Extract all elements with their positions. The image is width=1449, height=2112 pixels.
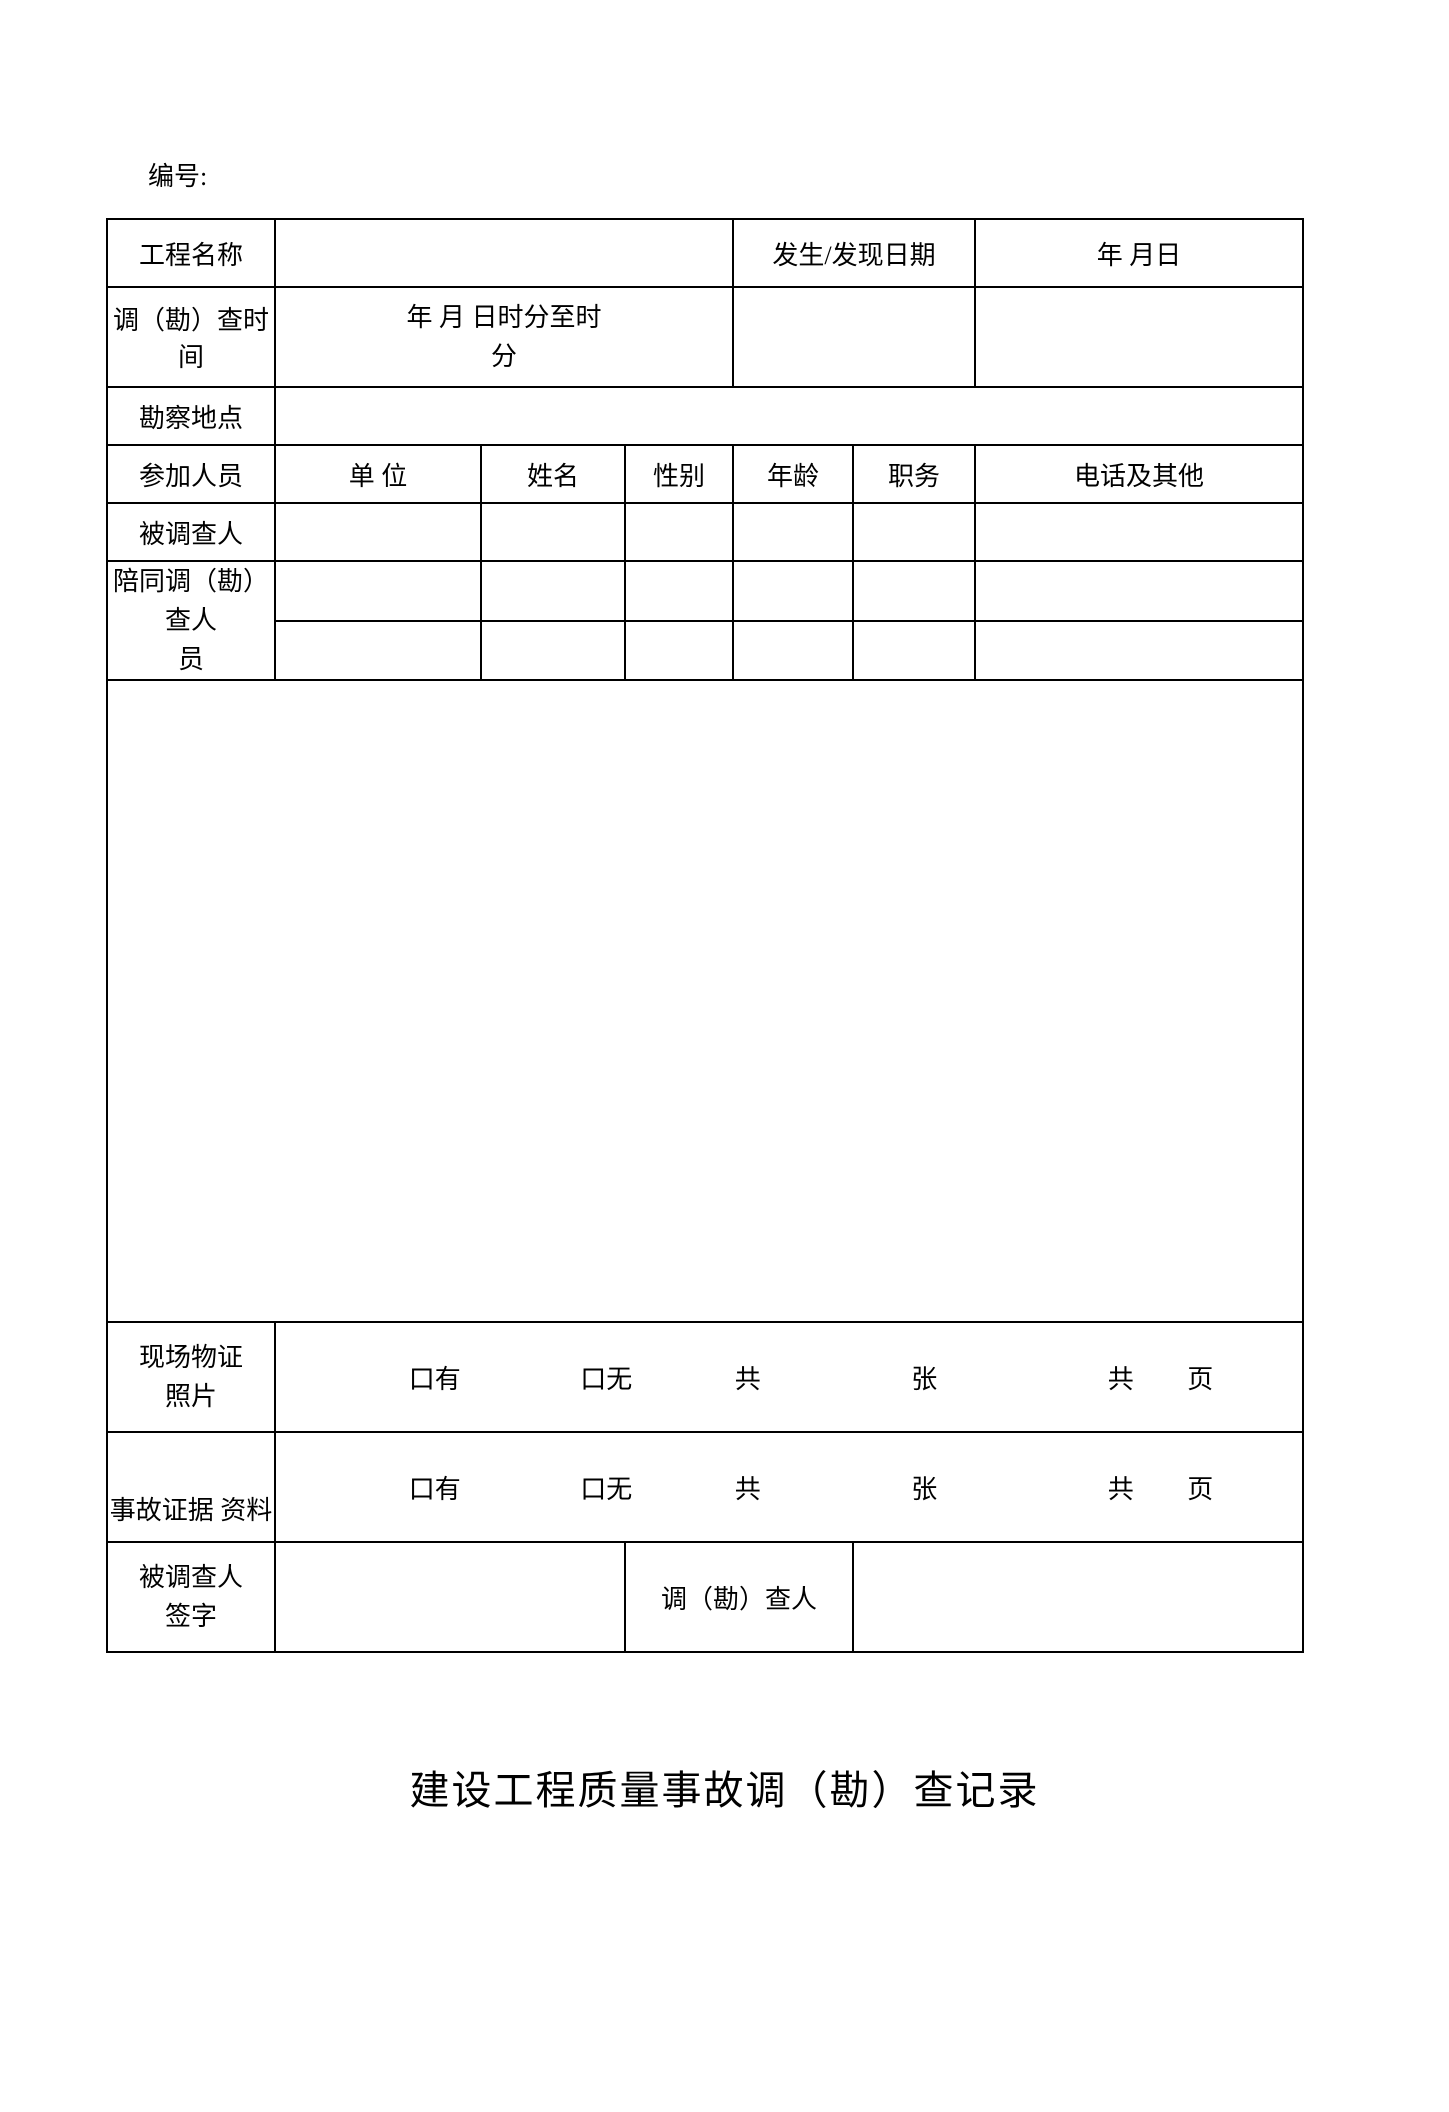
row-signatures: 被调查人 签字 调（勘）查人 (107, 1542, 1303, 1652)
header-position: 职务 (853, 445, 975, 503)
field-survey-time[interactable]: 年 月 日时分至时 分 (275, 287, 733, 387)
row-survey-time: 调（勘）查时间 年 月 日时分至时 分 (107, 287, 1303, 387)
row-project-name: 工程名称 发生/发现日期 年 月日 (107, 219, 1303, 287)
field-project-name[interactable] (275, 219, 733, 287)
field-accompany2-name[interactable] (481, 621, 625, 681)
material-none-checkbox[interactable]: 口无 (511, 1469, 701, 1506)
material-sheets-label: 张 (794, 1469, 1054, 1506)
photo-none-checkbox[interactable]: 口无 (511, 1359, 701, 1396)
label-surveyor: 调（勘）查人 (625, 1542, 853, 1652)
header-phone: 电话及其他 (975, 445, 1303, 503)
page: 编号: 工程名称 发生/发现日期 年 月日 调（勘）查时间 年 月 日时分至时 … (0, 0, 1449, 2112)
field-accompany1-position[interactable] (853, 561, 975, 621)
row-accompany-1: 陪同调（勘）查人 员 (107, 561, 1303, 621)
label-respondent-signature: 被调查人 签字 (107, 1542, 275, 1652)
header-name: 姓名 (481, 445, 625, 503)
row-participants-header: 参加人员 单 位 姓名 性别 年龄 职务 电话及其他 (107, 445, 1303, 503)
cell-survey-time-blank1 (733, 287, 975, 387)
field-accompany1-unit[interactable] (275, 561, 481, 621)
header-gender: 性别 (625, 445, 733, 503)
serial-number-label: 编号: (148, 156, 207, 193)
label-respondent: 被调查人 (107, 503, 275, 561)
cell-survey-time-blank2 (975, 287, 1303, 387)
photo-pages-label: 页 (1187, 1359, 1213, 1396)
row-accompany-2 (107, 621, 1303, 681)
field-accompany1-name[interactable] (481, 561, 625, 621)
field-occurrence-date[interactable]: 年 月日 (975, 219, 1303, 287)
photo-total2-label: 共 (1061, 1359, 1181, 1396)
field-respondent-age[interactable] (733, 503, 853, 561)
field-surveyor-signature[interactable] (853, 1542, 1303, 1652)
investigation-form-table: 工程名称 发生/发现日期 年 月日 调（勘）查时间 年 月 日时分至时 分 勘察… (106, 218, 1304, 1653)
field-description[interactable] (107, 680, 1303, 1322)
field-accompany2-gender[interactable] (625, 621, 733, 681)
label-participants: 参加人员 (107, 445, 275, 503)
label-material-evidence: 事故证据 资料 (107, 1432, 275, 1542)
header-age: 年龄 (733, 445, 853, 503)
material-total2-label: 共 (1061, 1469, 1181, 1506)
field-respondent-position[interactable] (853, 503, 975, 561)
row-survey-location: 勘察地点 (107, 387, 1303, 445)
row-respondent: 被调查人 (107, 503, 1303, 561)
field-accompany1-phone[interactable] (975, 561, 1303, 621)
label-photo-evidence: 现场物证 照片 (107, 1322, 275, 1432)
label-project-name: 工程名称 (107, 219, 275, 287)
field-accompany2-phone[interactable] (975, 621, 1303, 681)
row-material-evidence: 事故证据 资料 口有 口无 共 张 共 页 (107, 1432, 1303, 1542)
field-accompany2-unit[interactable] (275, 621, 481, 681)
material-total-label: 共 (708, 1469, 788, 1506)
field-survey-location[interactable] (275, 387, 1303, 445)
photo-have-checkbox[interactable]: 口有 (365, 1359, 505, 1396)
field-accompany2-age[interactable] (733, 621, 853, 681)
field-respondent-phone[interactable] (975, 503, 1303, 561)
field-accompany1-gender[interactable] (625, 561, 733, 621)
material-pages-label: 页 (1187, 1469, 1213, 1506)
field-accompany2-position[interactable] (853, 621, 975, 681)
row-description-area (107, 680, 1303, 1322)
row-photo-evidence: 现场物证 照片 口有 口无 共 张 共 页 (107, 1322, 1303, 1432)
label-survey-location: 勘察地点 (107, 387, 275, 445)
header-unit: 单 位 (275, 445, 481, 503)
footer-title: 建设工程质量事故调（勘）查记录 (0, 1758, 1449, 1816)
label-occurrence-date: 发生/发现日期 (733, 219, 975, 287)
field-photo-evidence[interactable]: 口有 口无 共 张 共 页 (275, 1322, 1303, 1432)
field-respondent-unit[interactable] (275, 503, 481, 561)
label-survey-time: 调（勘）查时间 (107, 287, 275, 387)
field-accompany1-age[interactable] (733, 561, 853, 621)
field-respondent-name[interactable] (481, 503, 625, 561)
label-accompany: 陪同调（勘）查人 员 (107, 561, 275, 680)
field-respondent-signature[interactable] (275, 1542, 625, 1652)
photo-total-label: 共 (708, 1359, 788, 1396)
field-material-evidence[interactable]: 口有 口无 共 张 共 页 (275, 1432, 1303, 1542)
material-have-checkbox[interactable]: 口有 (365, 1469, 505, 1506)
photo-sheets-label: 张 (794, 1359, 1054, 1396)
field-respondent-gender[interactable] (625, 503, 733, 561)
